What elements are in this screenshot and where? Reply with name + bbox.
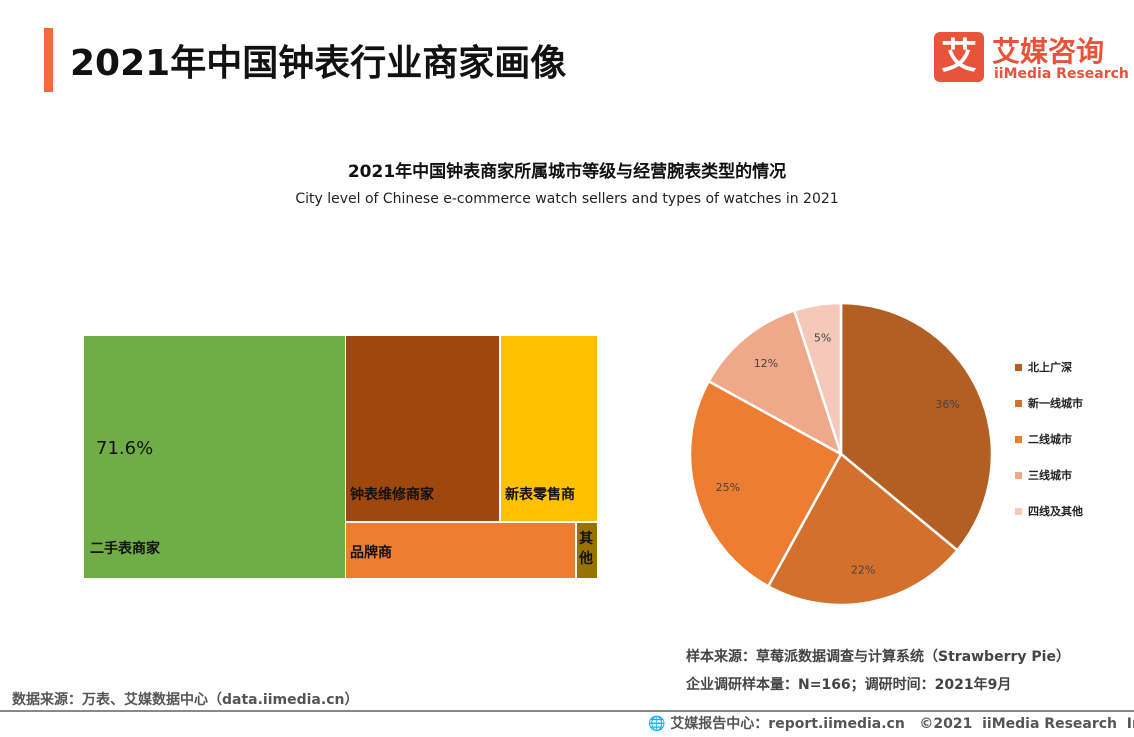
footer-divider <box>0 710 1134 712</box>
sample-size: 企业调研样本量：N=166；调研时间：2021年9月 <box>686 677 1012 693</box>
legend-label: 北上广深 <box>1028 361 1072 374</box>
page-title: 2021年中国钟表行业商家画像 <box>70 43 567 84</box>
treemap-label: 品牌商 <box>350 545 392 561</box>
legend-label: 新一线城市 <box>1028 397 1083 410</box>
legend-swatch <box>1015 435 1022 443</box>
treemap-tile <box>84 336 345 578</box>
treemap-tile <box>346 523 575 578</box>
legend-item: 三线城市 <box>1015 467 1072 483</box>
globe-icon: 🌐 <box>648 716 666 732</box>
legend-item: 二线城市 <box>1015 431 1072 447</box>
pie-slice <box>688 379 843 589</box>
chart-title: 2021年中国钟表商家所属城市等级与经营腕表类型的情况 <box>347 162 787 182</box>
chart-subtitle: City level of Chinese e-commerce watch s… <box>295 191 839 207</box>
legend-item: 新一线城市 <box>1015 395 1083 411</box>
legend-label: 四线及其他 <box>1028 505 1083 518</box>
legend-swatch <box>1015 471 1022 479</box>
logo-text-cn: 艾媒咨询 <box>992 35 1105 68</box>
treemap-tile <box>501 336 597 521</box>
pie-data-label: 5% <box>814 332 831 345</box>
title-accent-bar <box>44 28 53 92</box>
pie-data-label: 22% <box>851 564 875 577</box>
sample-source: 样本来源：草莓派数据调查与计算系统（Strawberry Pie） <box>686 649 1070 665</box>
legend-swatch <box>1015 363 1022 371</box>
treemap-data-label: 71.6% <box>96 438 154 459</box>
data-source: 数据来源：万表、艾媒数据中心（data.iimedia.cn） <box>12 692 359 708</box>
report-center: 艾媒报告中心：report.iimedia.cn ©2021 iiMedia R… <box>670 716 1134 732</box>
pie-slice <box>839 301 994 553</box>
legend-item: 四线及其他 <box>1015 503 1083 519</box>
logo-mark: 艾 <box>934 32 984 82</box>
footer-credit: 🌐 艾媒报告中心：report.iimedia.cn ©2021 iiMedia… <box>648 713 1134 733</box>
legend-swatch <box>1015 507 1022 515</box>
pie-slice <box>792 301 843 455</box>
legend-label: 二线城市 <box>1028 433 1072 446</box>
pie-slice <box>766 452 960 607</box>
logo-text-en: iiMedia Research <box>994 66 1129 82</box>
treemap-label: 新表零售商 <box>505 487 575 503</box>
legend-label: 三线城市 <box>1028 469 1072 482</box>
pie-slice <box>706 308 844 457</box>
pie-data-label: 36% <box>935 398 959 411</box>
legend-swatch <box>1015 399 1022 407</box>
treemap-tile <box>346 336 499 521</box>
pie-data-label: 12% <box>754 357 778 370</box>
treemap-label: 钟表维修商家 <box>350 487 434 503</box>
pie-chart: 36% 22% 25% 12% 5% <box>688 301 994 607</box>
legend-item: 北上广深 <box>1015 359 1072 375</box>
treemap-label: 其他 <box>579 531 593 567</box>
pie-data-label: 25% <box>716 481 740 494</box>
treemap-tile <box>577 523 597 578</box>
treemap-label: 二手表商家 <box>90 541 160 557</box>
